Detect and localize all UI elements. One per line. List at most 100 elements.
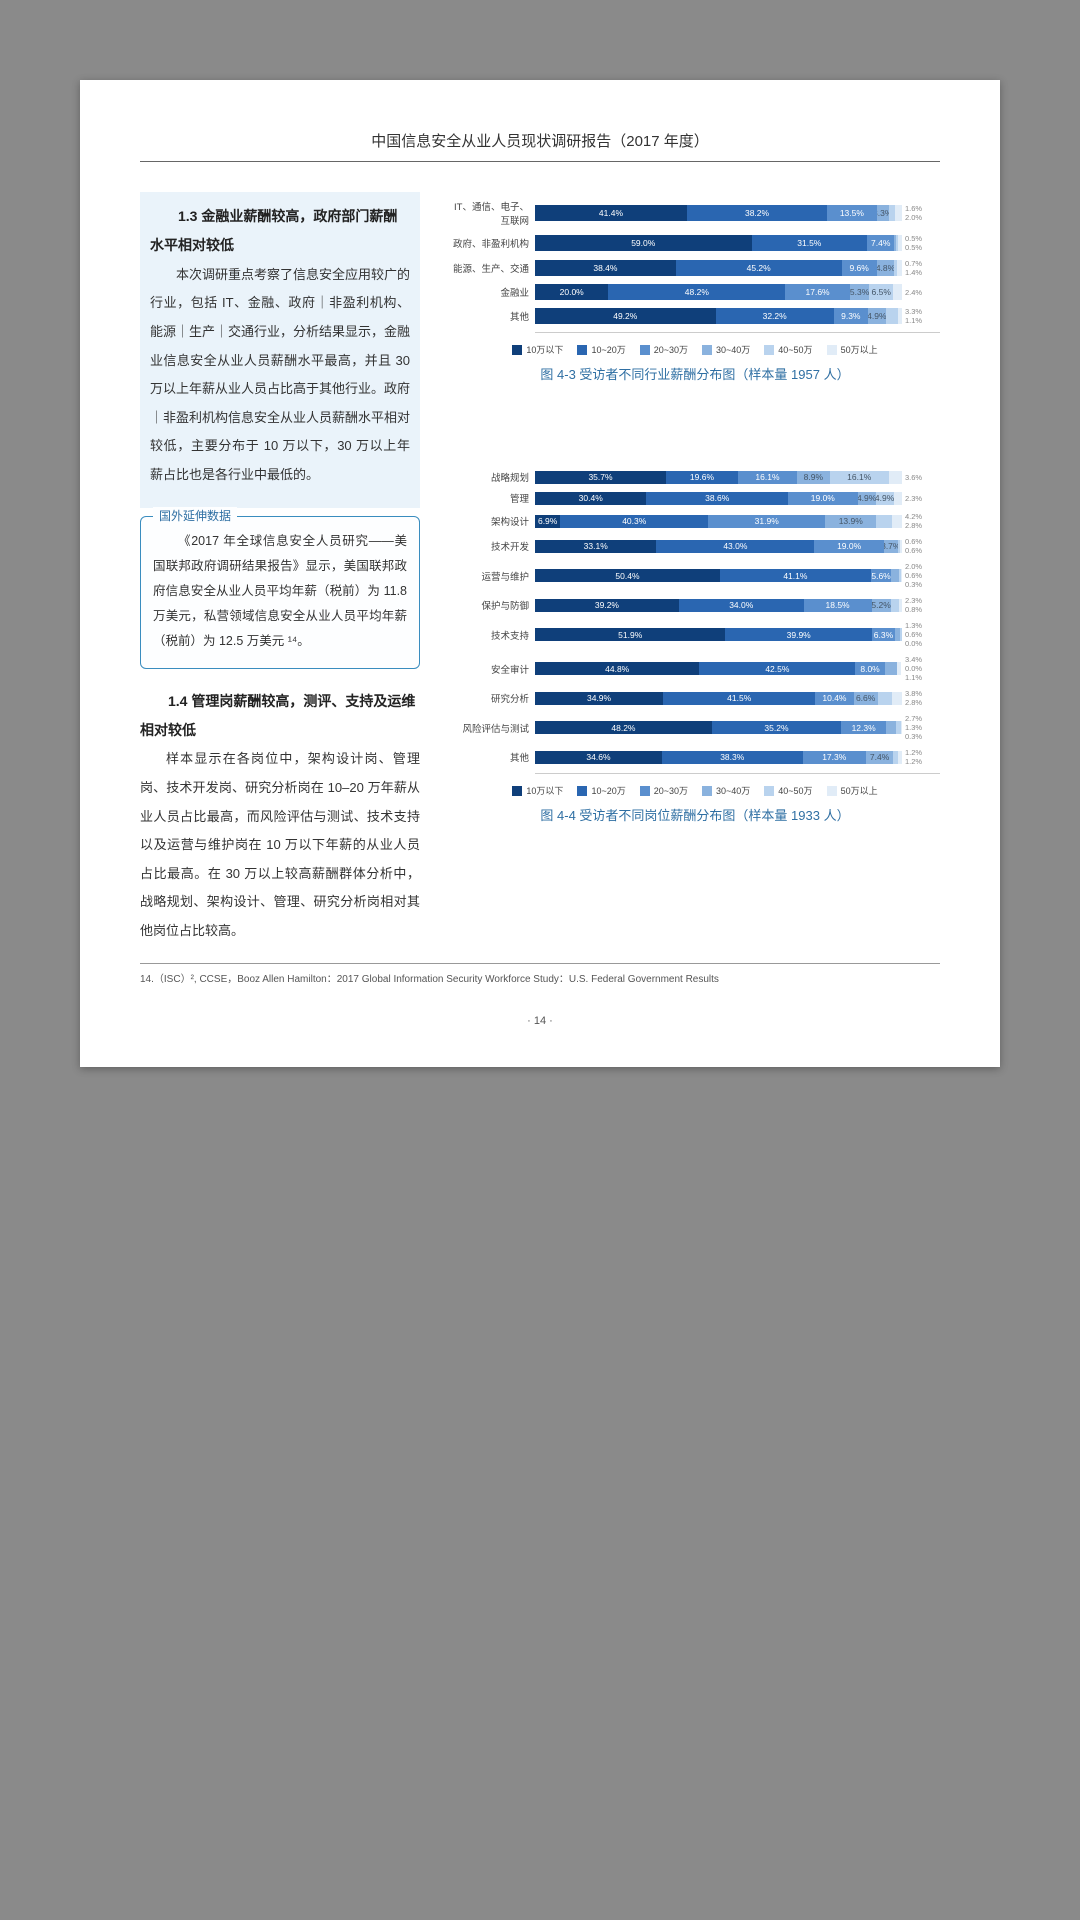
- bar-segment: 50.4%: [535, 569, 720, 582]
- bar-segment: 5.2%: [872, 599, 891, 612]
- bar-segment: 34.0%: [679, 599, 804, 612]
- bar-trail-labels: 2.3%0.8%: [902, 596, 940, 614]
- bar-trail-labels: 4.2%2.8%: [902, 512, 940, 530]
- bar-segment: 16.1%: [738, 471, 797, 484]
- bar-segment: [885, 662, 897, 675]
- bar-label: IT、通信、电子、互联网: [450, 199, 535, 227]
- bar-track: 34.9%41.5%10.4%6.6%: [535, 692, 902, 705]
- bar-label: 政府、非盈利机构: [450, 236, 535, 250]
- bar-segment: 39.9%: [725, 628, 871, 641]
- chart-4-4-caption: 图 4-4 受访者不同岗位薪酬分布图（样本量 1933 人）: [450, 805, 940, 824]
- left-column: 1.3 金融业薪酬较高，政府部门薪酬水平相对较低 本次调研重点考察了信息安全应用…: [140, 192, 420, 945]
- bar-segment: [898, 235, 902, 251]
- bar-track: 6.9%40.3%31.9%13.9%: [535, 515, 902, 528]
- legend-swatch: [640, 345, 650, 355]
- document-title: 中国信息安全从业人员现状调研报告（2017 年度）: [140, 130, 940, 162]
- bar-segment: 38.3%: [662, 751, 803, 764]
- section-1-3-heading: 1.3 金融业薪酬较高，政府部门薪酬水平相对较低: [150, 202, 410, 261]
- callout-body: 《2017 年全球信息安全人员研究——美国联邦政府调研结果报告》显示，美国联邦政…: [153, 529, 407, 654]
- bar-segment: 31.5%: [752, 235, 868, 251]
- bar-segment: 38.4%: [535, 260, 676, 276]
- bar-trail-labels: 1.3%0.6%0.0%: [902, 621, 940, 648]
- bar-track: 59.0%31.5%7.4%: [535, 235, 902, 251]
- bar-segment: 6.3%: [872, 628, 895, 641]
- bar-segment: [891, 569, 898, 582]
- bar-label: 运营与维护: [450, 569, 535, 583]
- two-column-layout: 1.3 金融业薪酬较高，政府部门薪酬水平相对较低 本次调研重点考察了信息安全应用…: [140, 192, 940, 945]
- bar-segment: [892, 692, 902, 705]
- bar-label: 架构设计: [450, 514, 535, 528]
- legend-item: 10万以下: [512, 784, 563, 797]
- bar-segment: [886, 721, 896, 734]
- bar-segment: [900, 540, 902, 553]
- bar-row: 战略规划35.7%19.6%16.1%8.9%16.1%3.6%: [450, 470, 940, 484]
- bar-segment: [893, 284, 902, 300]
- bar-trail-labels: 3.6%: [902, 473, 940, 482]
- bar-track: 39.2%34.0%18.5%5.2%: [535, 599, 902, 612]
- bar-label: 保护与防御: [450, 598, 535, 612]
- bar-row: 管理30.4%38.6%19.0%4.9%4.9%2.3%: [450, 491, 940, 505]
- bar-segment: [895, 205, 902, 221]
- chart-legend: 10万以下10~20万20~30万30~40万40~50万50万以上: [450, 343, 940, 356]
- bar-trail-labels: 2.0%0.6%0.3%: [902, 562, 940, 589]
- legend-item: 20~30万: [640, 343, 688, 356]
- bar-segment: 13.5%: [827, 205, 877, 221]
- bar-segment: 41.5%: [663, 692, 815, 705]
- bar-segment: 5.6%: [871, 569, 892, 582]
- legend-swatch: [764, 786, 774, 796]
- legend-swatch: [764, 345, 774, 355]
- document-page: 中国信息安全从业人员现状调研报告（2017 年度） 1.3 金融业薪酬较高，政府…: [80, 80, 1000, 1067]
- chart-4-3-caption: 图 4-3 受访者不同行业薪酬分布图（样本量 1957 人）: [450, 364, 940, 383]
- bar-segment: 7.4%: [866, 751, 893, 764]
- footnote-14: 14.（ISC）², CCSE，Booz Allen Hamilton：2017…: [140, 963, 940, 985]
- bar-segment: 8.0%: [855, 662, 884, 675]
- legend-item: 30~40万: [702, 343, 750, 356]
- callout-box: 国外延伸数据 《2017 年全球信息安全人员研究——美国联邦政府调研结果报告》显…: [140, 516, 420, 669]
- legend-swatch: [640, 786, 650, 796]
- bar-segment: 49.2%: [535, 308, 716, 324]
- bar-segment: 35.2%: [712, 721, 841, 734]
- bar-segment: 13.9%: [825, 515, 876, 528]
- legend-swatch: [512, 786, 522, 796]
- legend-swatch: [577, 345, 587, 355]
- bar-trail-labels: 0.7%1.4%: [902, 259, 940, 277]
- bar-trail-labels: 3.3%1.1%: [902, 307, 940, 325]
- bar-row: 技术支持51.9%39.9%6.3%1.3%0.6%0.0%: [450, 621, 940, 648]
- legend-item: 10万以下: [512, 343, 563, 356]
- bar-segment: 4.9%: [858, 492, 876, 505]
- bar-segment: 59.0%: [535, 235, 752, 251]
- legend-swatch: [827, 786, 837, 796]
- legend-item: 50万以上: [827, 343, 878, 356]
- legend-item: 20~30万: [640, 784, 688, 797]
- bar-trail-labels: 1.2%1.2%: [902, 748, 940, 766]
- bar-trail-labels: 0.5%0.5%: [902, 234, 940, 252]
- bar-label: 能源、生产、交通: [450, 261, 535, 275]
- bar-row: IT、通信、电子、互联网41.4%38.2%13.5%3.3%1.6%2.0%: [450, 199, 940, 227]
- callout-label: 国外延伸数据: [153, 507, 237, 524]
- bar-segment: [891, 599, 899, 612]
- bar-label: 战略规划: [450, 470, 535, 484]
- bar-label: 管理: [450, 491, 535, 505]
- bar-row: 技术开发33.1%43.0%19.0%3.7%0.6%0.6%: [450, 537, 940, 555]
- legend-swatch: [702, 345, 712, 355]
- bar-label: 安全审计: [450, 662, 535, 676]
- bar-trail-labels: 3.8%2.8%: [902, 689, 940, 707]
- bar-segment: [897, 662, 901, 675]
- legend-item: 10~20万: [577, 343, 625, 356]
- bar-segment: 4.9%: [868, 308, 886, 324]
- bar-trail-labels: 1.6%2.0%: [902, 204, 940, 222]
- bar-segment: 41.4%: [535, 205, 687, 221]
- bar-segment: 43.0%: [656, 540, 814, 553]
- bar-label: 金融业: [450, 285, 535, 299]
- bar-segment: 34.6%: [535, 751, 662, 764]
- bar-segment: 30.4%: [535, 492, 646, 505]
- bar-segment: 19.6%: [666, 471, 738, 484]
- bar-segment: 3.3%: [877, 205, 889, 221]
- bar-trail-labels: 2.7%1.3%0.3%: [902, 714, 940, 741]
- bar-segment: 35.7%: [535, 471, 666, 484]
- bar-track: 20.0%48.2%17.6%5.3%6.5%: [535, 284, 902, 300]
- bar-segment: 48.2%: [535, 721, 712, 734]
- bar-track: 49.2%32.2%9.3%4.9%: [535, 308, 902, 324]
- bar-segment: 12.3%: [841, 721, 886, 734]
- bar-row: 能源、生产、交通38.4%45.2%9.6%4.8%0.7%1.4%: [450, 259, 940, 277]
